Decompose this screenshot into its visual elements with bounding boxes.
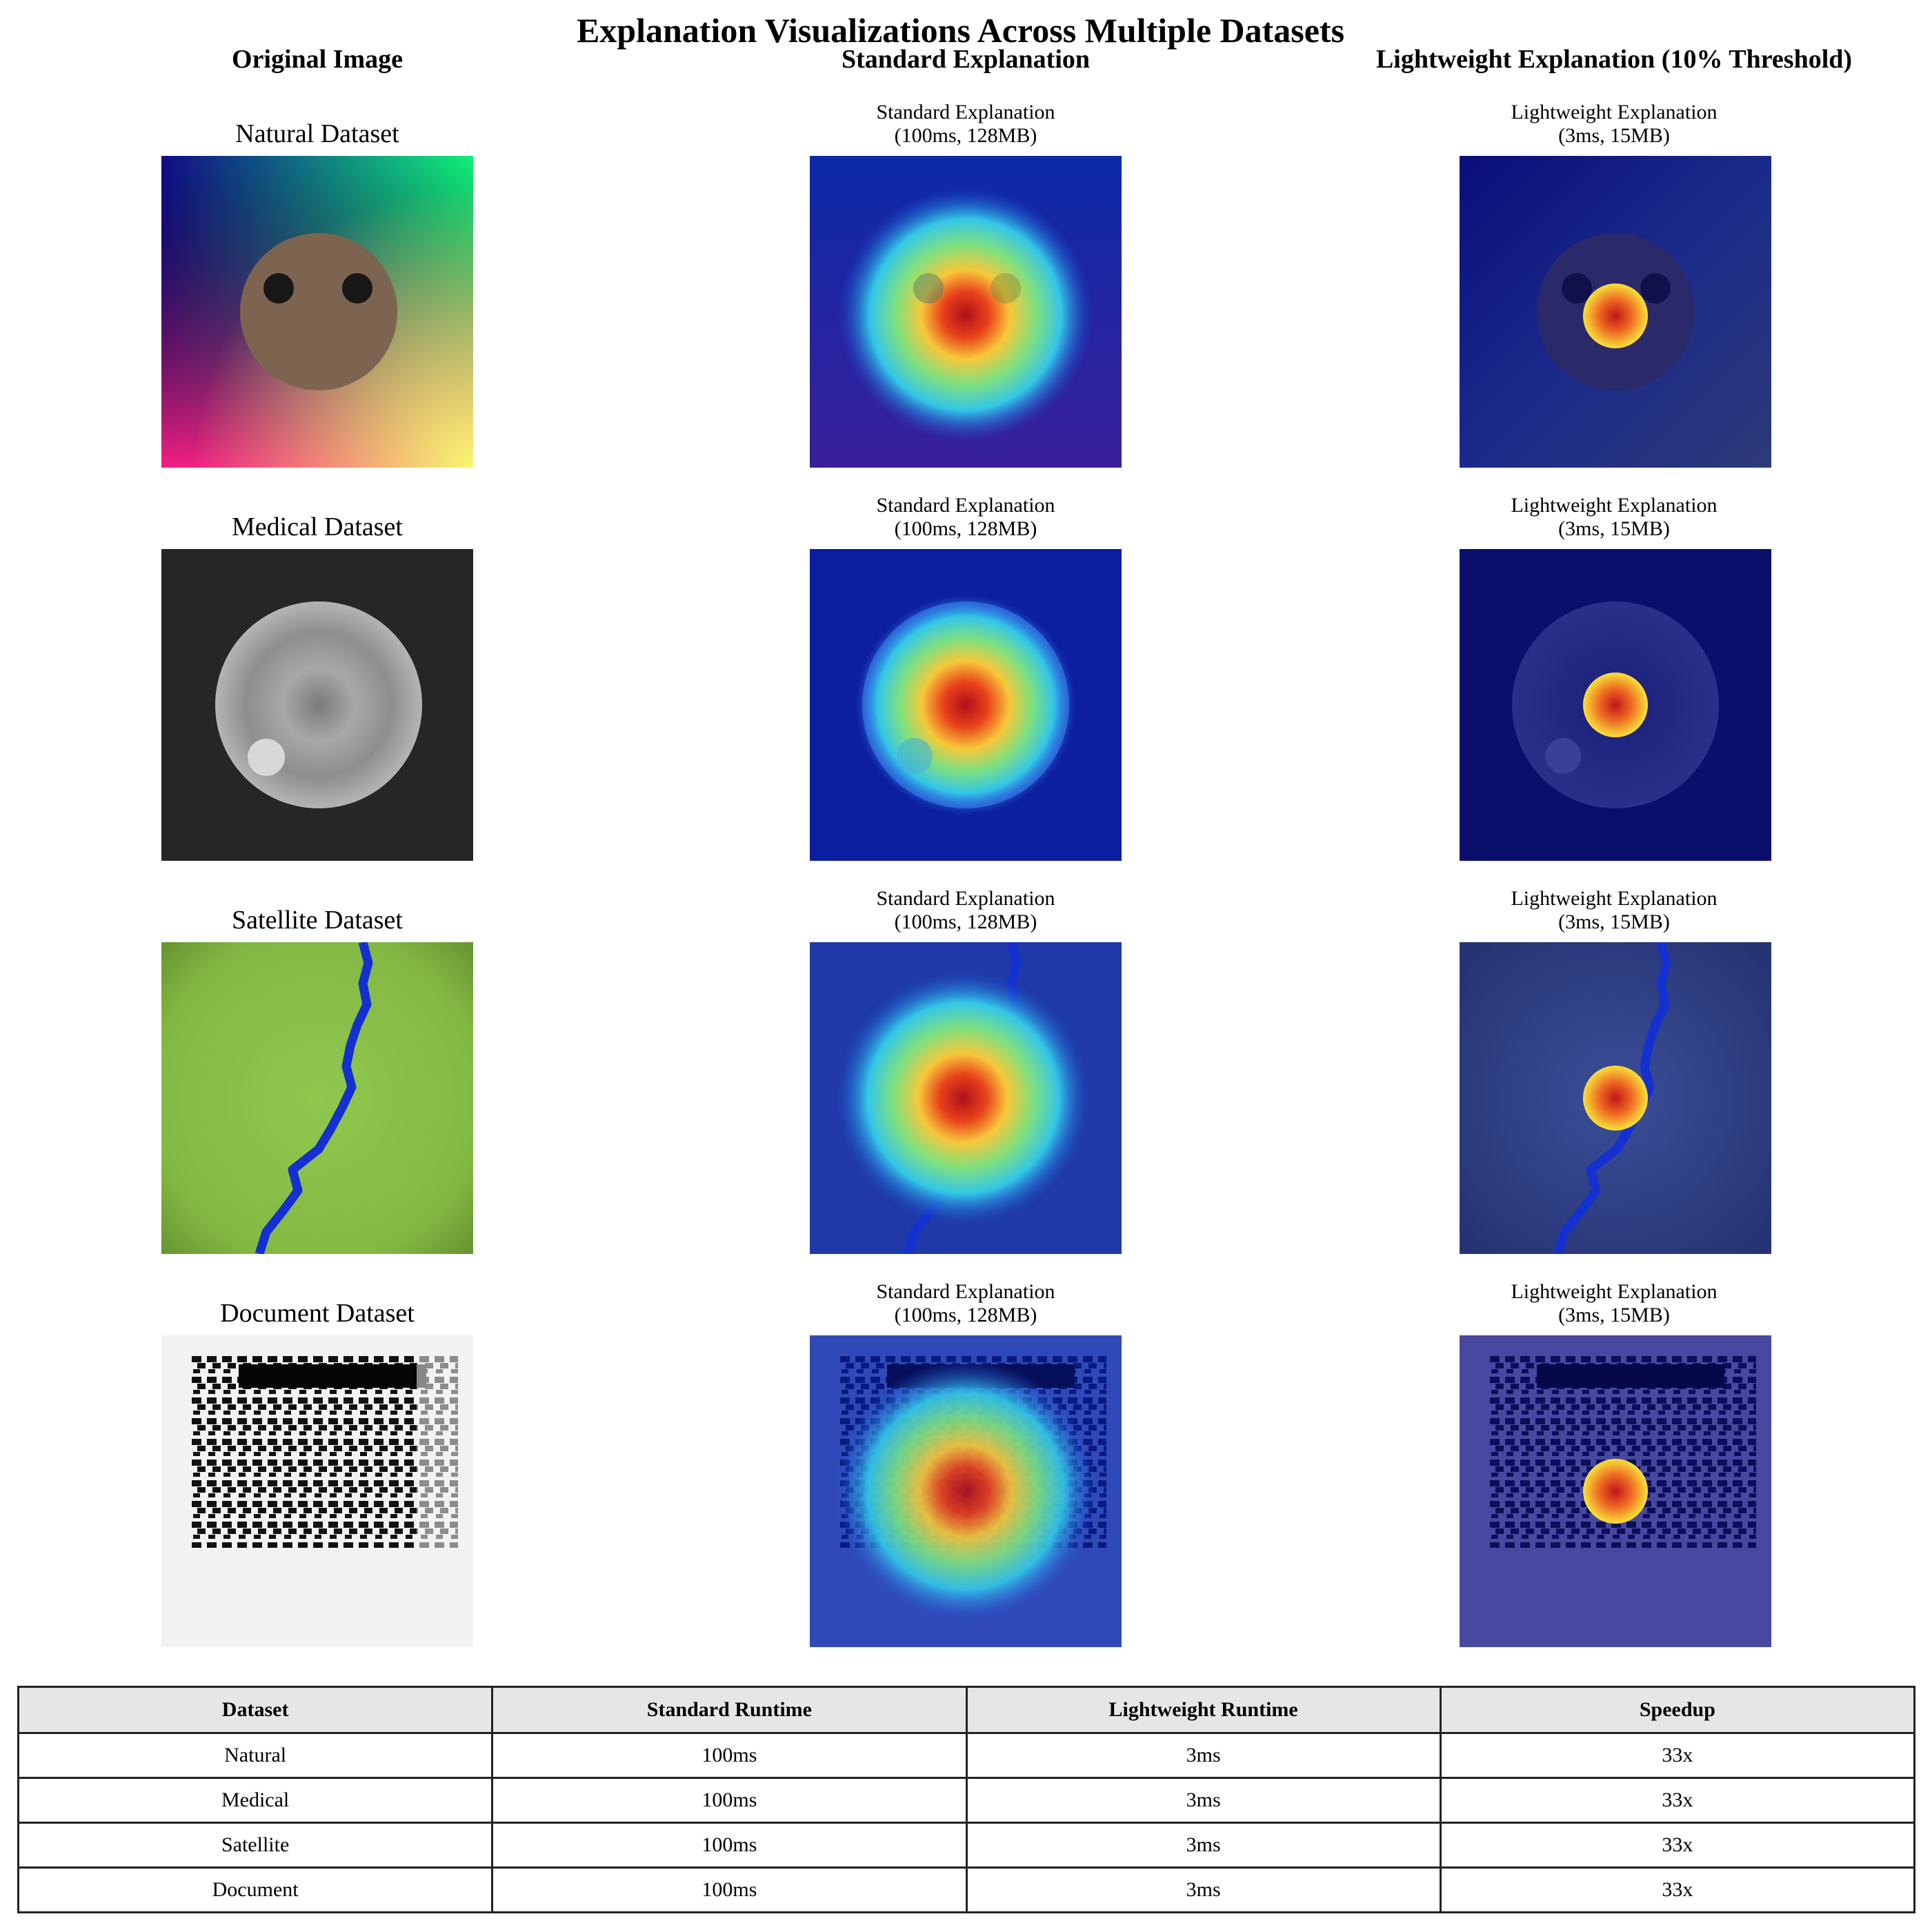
cell-speedup: 33x: [1439, 1777, 1916, 1824]
row-label-medical: Medical Dataset: [232, 512, 403, 541]
lightweight-cost-medical: (3ms, 15MB): [1558, 517, 1670, 540]
satellite-original-image: [161, 942, 473, 1254]
cell-lightweight-runtime: 3ms: [965, 1866, 1442, 1913]
cell-speedup: 33x: [1439, 1866, 1916, 1913]
document-standard-heatmap: [810, 1335, 1122, 1647]
cell-lightweight-runtime: 3ms: [965, 1822, 1442, 1869]
medical-lightweight-heatmap: [1460, 549, 1771, 861]
header-standard-runtime: Standard Runtime: [491, 1686, 968, 1734]
standard-caption-document: Standard Explanation: [876, 1280, 1055, 1303]
cell-dataset: Document: [17, 1866, 494, 1913]
cell-dataset: Natural: [17, 1732, 494, 1779]
cell-lightweight-runtime: 3ms: [965, 1732, 1442, 1779]
satellite-standard-heatmap: [810, 942, 1122, 1254]
natural-original-image: [161, 156, 473, 468]
table-row: Natural 100ms 3ms 33x: [17, 1732, 1916, 1779]
natural-lightweight-heatmap: [1460, 156, 1771, 468]
standard-caption-medical: Standard Explanation: [876, 494, 1055, 517]
medical-original-image: [161, 549, 473, 861]
column-header-original: Original Image: [231, 45, 404, 74]
cell-standard-runtime: 100ms: [491, 1866, 968, 1913]
natural-standard-heatmap: [810, 156, 1122, 468]
medical-standard-heatmap: [810, 549, 1122, 861]
cell-standard-runtime: 100ms: [491, 1822, 968, 1869]
lightweight-cost-satellite: (3ms, 15MB): [1558, 910, 1670, 933]
header-speedup: Speedup: [1439, 1686, 1916, 1734]
cell-speedup: 33x: [1439, 1822, 1916, 1869]
figure-title: Explanation Visualizations Across Multip…: [576, 11, 1345, 50]
cell-standard-runtime: 100ms: [491, 1777, 968, 1824]
cell-standard-runtime: 100ms: [491, 1732, 968, 1779]
table-row: Satellite 100ms 3ms 33x: [17, 1822, 1916, 1869]
runtime-table: Dataset Standard Runtime Lightweight Run…: [17, 1686, 1916, 1913]
standard-caption-satellite: Standard Explanation: [876, 887, 1055, 910]
lightweight-caption-document: Lightweight Explanation: [1511, 1280, 1718, 1303]
cell-dataset: Medical: [17, 1777, 494, 1824]
row-label-satellite: Satellite Dataset: [232, 906, 403, 935]
column-header-lightweight: Lightweight Explanation (10% Threshold): [1375, 45, 1853, 74]
column-header-standard: Standard Explanation: [841, 45, 1091, 74]
document-original-image: [161, 1335, 473, 1647]
row-label-natural: Natural Dataset: [235, 119, 399, 148]
lightweight-caption-medical: Lightweight Explanation: [1511, 494, 1718, 517]
cell-dataset: Satellite: [17, 1822, 494, 1869]
table-header-row: Dataset Standard Runtime Lightweight Run…: [17, 1686, 1916, 1734]
header-lightweight-runtime: Lightweight Runtime: [965, 1686, 1442, 1734]
header-dataset: Dataset: [17, 1686, 494, 1734]
table-row: Document 100ms 3ms 33x: [17, 1866, 1916, 1913]
standard-cost-natural: (100ms, 128MB): [894, 124, 1037, 147]
row-label-document: Document Dataset: [220, 1299, 415, 1328]
lightweight-caption-satellite: Lightweight Explanation: [1511, 887, 1718, 910]
lightweight-caption-natural: Lightweight Explanation: [1511, 101, 1718, 123]
standard-cost-medical: (100ms, 128MB): [894, 517, 1037, 540]
standard-cost-satellite: (100ms, 128MB): [894, 910, 1037, 933]
document-lightweight-heatmap: [1460, 1335, 1771, 1647]
cell-speedup: 33x: [1439, 1732, 1916, 1779]
cell-lightweight-runtime: 3ms: [965, 1777, 1442, 1824]
lightweight-cost-document: (3ms, 15MB): [1558, 1304, 1670, 1326]
table-row: Medical 100ms 3ms 33x: [17, 1777, 1916, 1824]
standard-caption-natural: Standard Explanation: [876, 101, 1055, 123]
satellite-lightweight-heatmap: [1460, 942, 1771, 1254]
standard-cost-document: (100ms, 128MB): [894, 1304, 1037, 1326]
lightweight-cost-natural: (3ms, 15MB): [1558, 124, 1670, 147]
